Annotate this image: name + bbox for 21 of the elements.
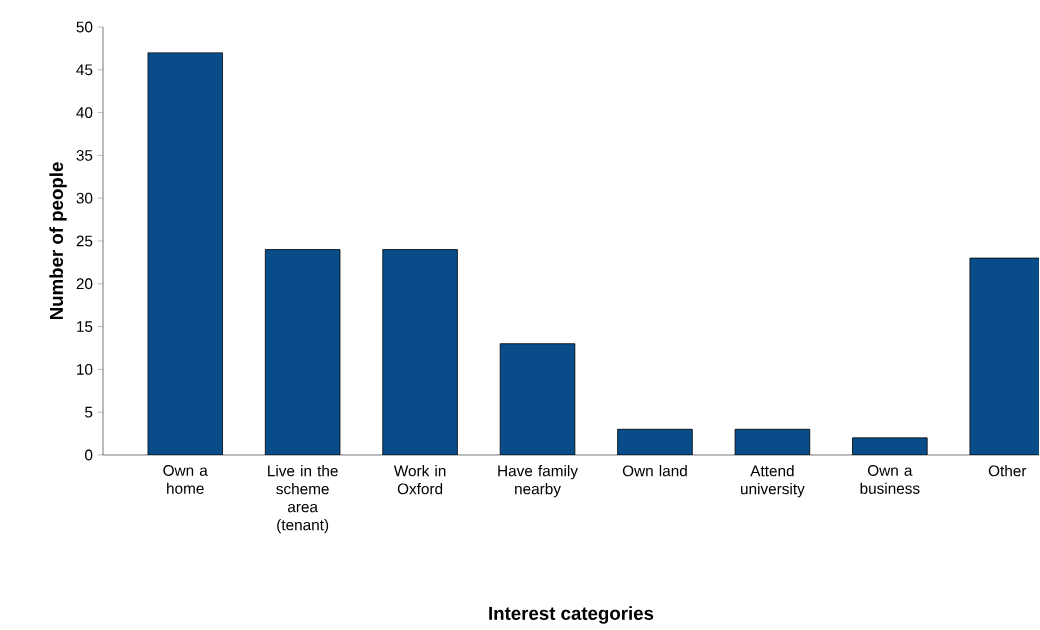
x-tick-label: Have family nearby [498,465,578,498]
y-tick-label: 15 [77,321,93,332]
y-tick-label: 0 [85,449,93,461]
y-tick-label: 25 [76,235,93,247]
y-tick-label: 50 [76,21,93,33]
y-tick-label: 5 [85,406,93,418]
y-tick-label: 40 [76,107,93,119]
y-tick-label: 30 [76,192,93,204]
y-axis-title: Number of people [49,162,67,320]
x-tick-label: Own a home [163,465,208,494]
x-tick-label: Attend university [741,465,805,498]
y-tick-label: 45 [76,64,93,76]
x-tick-label: Own land [622,465,687,477]
x-tick-label: Live in the scheme area (tenant) [268,465,338,534]
y-tick-label: 20 [76,278,93,290]
y-tick-label: 10 [77,363,93,375]
x-axis-title: Interest categories [489,606,654,624]
y-tick-label: 35 [76,149,93,161]
x-tick-label: Work in Oxford [393,465,446,495]
x-tick-label: Other [988,465,1027,477]
x-tick-label: Own a business [860,465,920,494]
